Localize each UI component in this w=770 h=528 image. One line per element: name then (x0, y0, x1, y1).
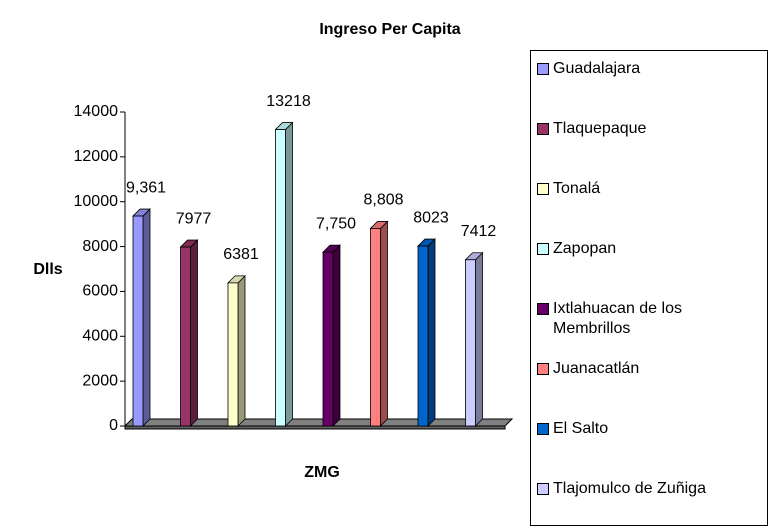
legend-swatch (537, 243, 549, 255)
y-tick-label: 8000 (82, 238, 118, 255)
legend: Guadalajara Tlaquepaque Tonalá Zapopan Ixtla… (530, 50, 768, 526)
legend-swatch (537, 423, 549, 435)
legend-label: Tlaquepaque (553, 120, 647, 137)
legend-item: Guadalajara (537, 59, 753, 79)
bar-side (142, 208, 151, 427)
bar-side (332, 244, 341, 427)
legend-item: Ixtlahuacan de los Membrillos (537, 299, 753, 339)
bar-side (237, 274, 246, 427)
legend-item: Zapopan (537, 239, 753, 259)
y-tick-label: 2000 (82, 372, 118, 389)
data-label: 7412 (461, 223, 497, 240)
floor-front (124, 425, 506, 430)
chart-title: Ingreso Per Capita (319, 21, 460, 38)
data-label: 7,750 (316, 215, 356, 232)
legend-swatch (537, 183, 549, 195)
legend-item: El Salto (537, 419, 753, 439)
legend-label: Tlajomulco de Zuñiga (553, 480, 706, 497)
y-tick-label: 6000 (82, 283, 118, 300)
data-label: 8023 (413, 209, 449, 226)
bar-side (380, 220, 388, 427)
legend-swatch (537, 303, 549, 315)
legend-label: Zapopan (553, 240, 617, 257)
legend-label: Juanacatlán (553, 360, 640, 377)
x-axis-label: ZMG (304, 464, 340, 481)
bar (417, 245, 429, 427)
legend-item: Tonalá (537, 179, 753, 199)
legend-item: Tlajomulco de Zuñiga (537, 479, 753, 499)
y-tick-label: 0 (109, 417, 118, 434)
data-label: 7977 (176, 210, 212, 227)
bar (465, 259, 476, 427)
data-label: 8,808 (363, 192, 403, 209)
bar (370, 228, 381, 427)
legend-label: Ixtlahuacan de los Membrillos (553, 300, 682, 337)
bar (180, 246, 191, 427)
y-axis-label: Dlls (33, 261, 62, 278)
y-tick-label: 12000 (74, 148, 119, 165)
data-label: 6381 (223, 246, 259, 263)
legend-swatch (537, 63, 549, 75)
bar-side (475, 251, 483, 427)
legend-label: Tonalá (553, 180, 601, 197)
bar (227, 282, 239, 427)
legend-item: Juanacatlán (537, 359, 753, 379)
y-tick-label: 14000 (74, 103, 119, 120)
legend-label: El Salto (553, 420, 609, 437)
bar (322, 251, 334, 427)
data-label: 9,361 (126, 179, 166, 196)
y-tick-label: 4000 (82, 328, 118, 345)
data-label: 13218 (266, 93, 311, 110)
legend-swatch (537, 123, 549, 135)
bar-side (190, 239, 198, 427)
y-tick-label: 10000 (74, 193, 119, 210)
bar (275, 129, 286, 427)
legend-swatch (537, 363, 549, 375)
bar-side (427, 238, 436, 427)
legend-label: Guadalajara (553, 60, 641, 77)
bar (132, 215, 144, 427)
bar-side (285, 121, 293, 427)
legend-swatch (537, 483, 549, 495)
legend-item: Tlaquepaque (537, 119, 753, 139)
